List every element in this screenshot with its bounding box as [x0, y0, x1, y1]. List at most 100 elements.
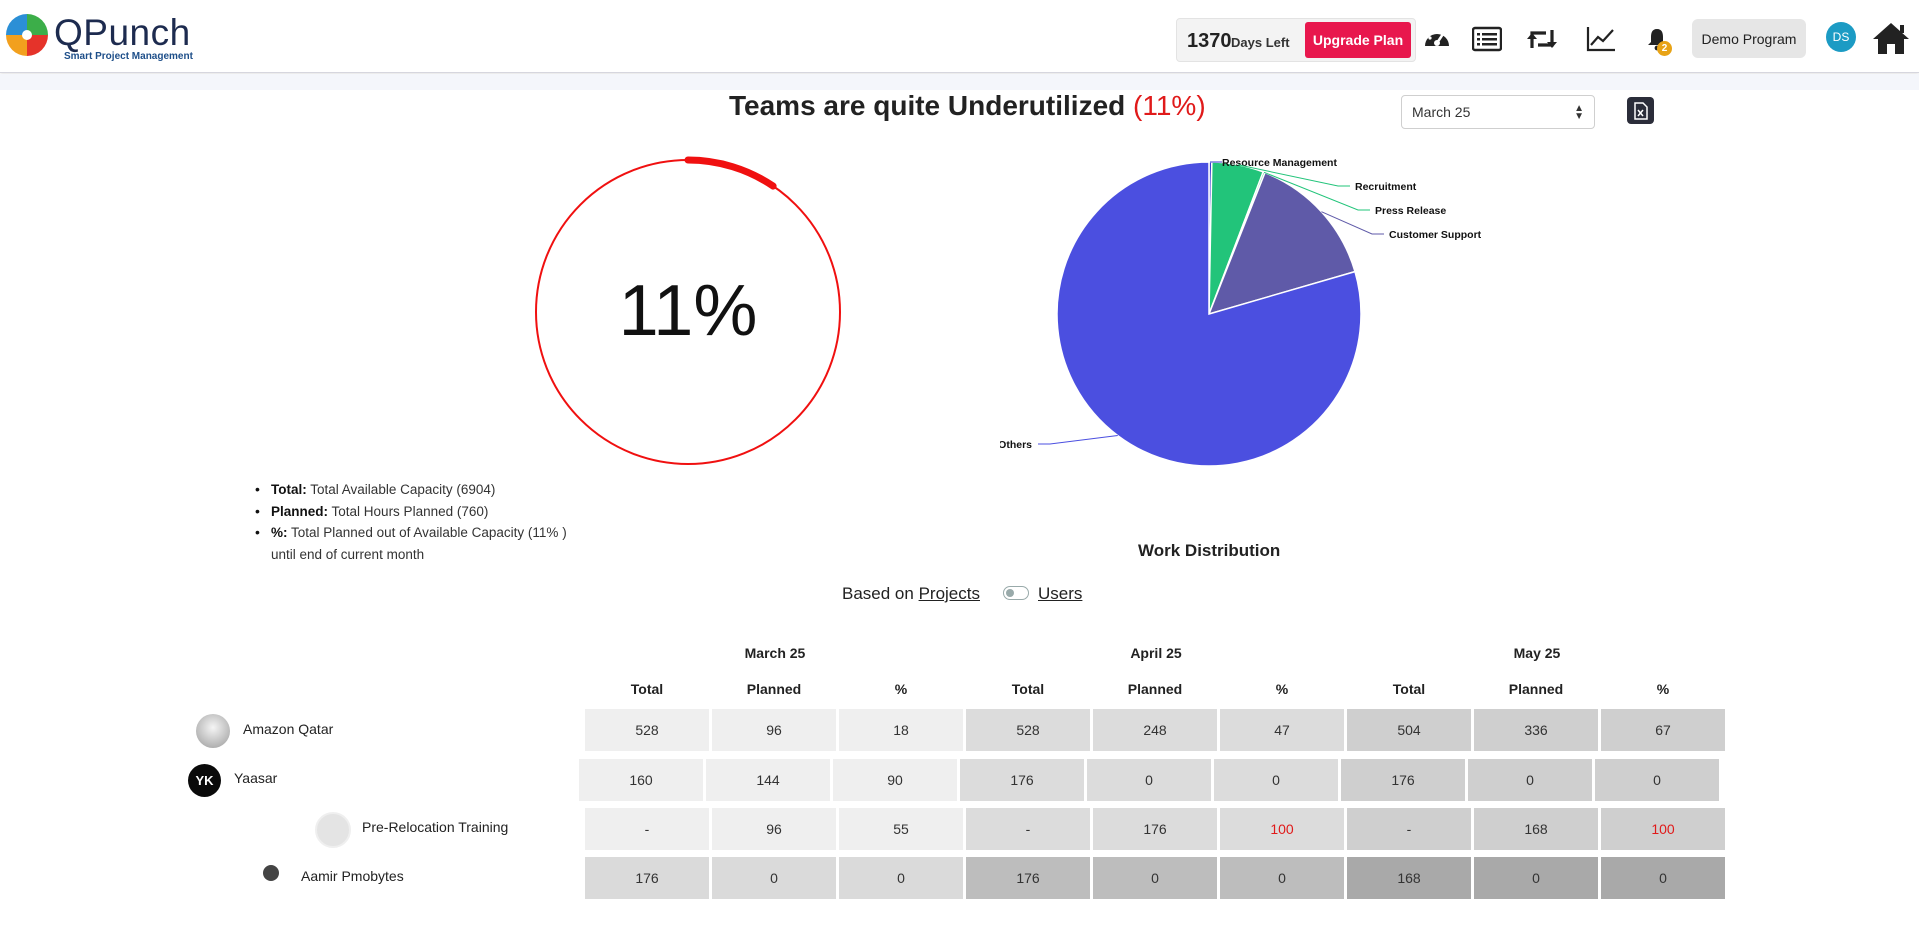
legend-item: Total: Total Available Capacity (6904): [255, 479, 591, 501]
month-select[interactable]: March 25 ▲ ▼: [1401, 95, 1595, 129]
pie-slice-label: Press Release: [1375, 205, 1446, 217]
table-cell: 504: [1347, 709, 1471, 751]
row-name: Aamir Pmobytes: [301, 868, 404, 884]
table-cell: 248: [1093, 709, 1217, 751]
basis-label: Based on Projects: [842, 584, 980, 603]
retweet-icon[interactable]: [1525, 22, 1559, 56]
column-header: Total: [1011, 681, 1045, 697]
top-navbar: QPunch Smart Project Management 1370 Day…: [0, 0, 1919, 73]
pie-leader-line: [1038, 435, 1118, 445]
table-cell: -: [585, 808, 709, 850]
projects-link[interactable]: Projects: [918, 584, 980, 603]
app-name: QPunch: [54, 12, 191, 53]
user-avatar-small: [263, 865, 279, 881]
company-logo-avatar: [196, 714, 230, 748]
pie-leader-line: [1263, 171, 1370, 211]
table-cell: -: [1347, 808, 1471, 850]
user-avatar[interactable]: DS: [1826, 22, 1856, 52]
home-icon[interactable]: [1871, 19, 1911, 57]
column-header: Total: [1392, 681, 1426, 697]
table-cell: 160: [579, 759, 703, 801]
qpunch-logo-icon: [6, 14, 48, 56]
table-cell: 176: [585, 857, 709, 899]
table-cell: 0: [1474, 857, 1598, 899]
list-icon[interactable]: [1470, 22, 1504, 56]
excel-export-button[interactable]: [1627, 97, 1654, 124]
column-header: Planned: [746, 681, 802, 697]
program-selector-button[interactable]: Demo Program: [1692, 19, 1806, 58]
column-header: %: [1275, 681, 1289, 697]
days-left-label: Days Left: [1231, 35, 1290, 50]
table-cell: -: [966, 808, 1090, 850]
row-name: Pre-Relocation Training: [362, 819, 509, 835]
app-tagline: Smart Project Management: [64, 51, 193, 62]
select-caret-icon: ▲ ▼: [1574, 103, 1584, 122]
table-cell: 176: [966, 857, 1090, 899]
table-cell: 90: [833, 759, 957, 801]
month-header: March 25: [744, 645, 806, 661]
column-header: %: [1656, 681, 1670, 697]
headline-text: Teams are quite Underutilized: [729, 90, 1126, 121]
table-cell: 100: [1220, 808, 1344, 850]
month-header: April 25: [1130, 645, 1182, 661]
table-cell: 55: [839, 808, 963, 850]
month-select-value: March 25: [1412, 104, 1471, 120]
table-cell: 0: [839, 857, 963, 899]
table-cell: 0: [1468, 759, 1592, 801]
table-cell: 0: [1220, 857, 1344, 899]
projects-users-toggle[interactable]: [1003, 586, 1029, 600]
table-cell: 528: [585, 709, 709, 751]
pie-leader-line: [1321, 211, 1384, 235]
gauge-progress-arc: [684, 156, 777, 190]
app-logo[interactable]: QPunch Smart Project Management: [4, 12, 214, 64]
days-left-value: 1370: [1187, 30, 1232, 52]
table-cell: 96: [712, 709, 836, 751]
pie-slice-label: Recruitment: [1355, 181, 1417, 193]
table-cell: 176: [1093, 808, 1217, 850]
table-cell: 0: [1093, 857, 1217, 899]
table-cell: 336: [1474, 709, 1598, 751]
users-link[interactable]: Users: [1038, 584, 1083, 603]
legend-item: %: Total Planned out of Available Capaci…: [255, 522, 591, 565]
table-cell: 0: [1214, 759, 1338, 801]
table-cell: 168: [1474, 808, 1598, 850]
table-cell: 176: [960, 759, 1084, 801]
line-chart-icon[interactable]: [1584, 22, 1618, 56]
excel-file-icon: [1633, 101, 1648, 120]
pie-slice-label: Others: [1000, 439, 1032, 451]
table-cell: 0: [1595, 759, 1719, 801]
table-cell: 96: [712, 808, 836, 850]
pie-slice-label: Customer Support: [1389, 229, 1482, 241]
column-header: Planned: [1508, 681, 1564, 697]
column-header: Total: [630, 681, 664, 697]
capacity-legend: Total: Total Available Capacity (6904) P…: [255, 479, 591, 565]
notification-count-badge: 2: [1657, 41, 1672, 56]
header-underlay: [0, 74, 1919, 90]
month-header: May 25: [1513, 645, 1561, 661]
pie-chart-title: Work Distribution: [1138, 541, 1281, 560]
pie-slice[interactable]: [1056, 161, 1362, 467]
legend-item: Planned: Total Hours Planned (760): [255, 501, 591, 523]
table-cell: 18: [839, 709, 963, 751]
table-cell: 0: [712, 857, 836, 899]
pie-slice-label: Resource Management: [1222, 157, 1337, 169]
utilization-gauge: [535, 156, 841, 465]
table-cell: 144: [706, 759, 830, 801]
pie-leader-line: [1237, 164, 1350, 187]
row-name: Yaasar: [234, 770, 278, 786]
gauge-value: 11%: [618, 271, 758, 351]
table-cell: 0: [1601, 857, 1725, 899]
table-cell: 47: [1220, 709, 1344, 751]
table-cell: 67: [1601, 709, 1725, 751]
table-cell: 0: [1087, 759, 1211, 801]
row-name: Amazon Qatar: [243, 721, 334, 737]
dashboard-gauge-icon[interactable]: [1420, 22, 1454, 56]
table-cell: 176: [1341, 759, 1465, 801]
table-cell: 100: [1601, 808, 1725, 850]
work-distribution-pie: Resource Management Recruitment Press Rele…: [1000, 157, 1482, 467]
table-cell: 528: [966, 709, 1090, 751]
headline-percentage: (11%): [1133, 90, 1206, 121]
upgrade-plan-button[interactable]: Upgrade Plan: [1305, 22, 1411, 58]
project-avatar: [315, 812, 351, 848]
table-cell: 168: [1347, 857, 1471, 899]
